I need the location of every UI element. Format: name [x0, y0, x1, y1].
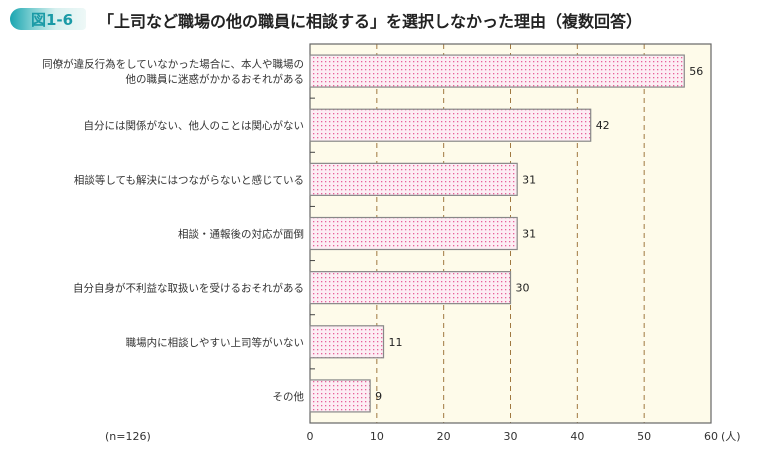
sample-size-note: (n=126)	[105, 430, 151, 443]
bar	[309, 216, 518, 251]
x-tick-label: 30	[504, 430, 518, 443]
x-tick-label: 40	[570, 430, 584, 443]
x-axis-unit: (人)	[721, 430, 741, 443]
category-label: 他の職員に迷惑がかかるおそれがある	[126, 73, 305, 86]
data-label: 9	[375, 390, 382, 403]
bar	[309, 379, 371, 413]
bar	[309, 108, 592, 142]
data-label: 42	[596, 119, 610, 132]
data-label: 30	[516, 282, 530, 295]
data-label: 11	[389, 336, 403, 349]
x-tick-label: 20	[437, 430, 451, 443]
figure-badge	[10, 8, 86, 30]
chart-title: 「上司など職場の他の職員に相談する」を選択しなかった理由（複数回答）	[98, 12, 643, 31]
category-label: その他	[273, 390, 305, 403]
x-tick-label: 10	[370, 430, 384, 443]
data-label: 56	[689, 65, 703, 78]
data-label: 31	[522, 173, 536, 186]
category-label: 自分には関係がない、他人のことは関心がない	[84, 119, 305, 132]
bar	[309, 271, 512, 305]
category-label: 同僚が違反行為をしていなかった場合に、本人や職場の	[42, 58, 304, 71]
category-label: 職場内に相談しやすい上司等がいない	[126, 336, 304, 349]
x-tick-label: 50	[637, 430, 651, 443]
bar	[309, 325, 385, 359]
category-label: 相談・通報後の対応が面倒	[178, 228, 304, 241]
data-label: 31	[522, 228, 536, 241]
bar	[309, 162, 518, 196]
category-label: 相談等しても解決にはつながらないと感じている	[74, 173, 304, 186]
figure-label: 図1-6	[31, 11, 74, 29]
category-label: 自分自身が不利益な取扱いを受けるおそれがある	[73, 282, 304, 295]
bar	[309, 54, 685, 88]
x-tick-label: 60	[704, 430, 718, 443]
x-tick-label: 0	[307, 430, 314, 443]
